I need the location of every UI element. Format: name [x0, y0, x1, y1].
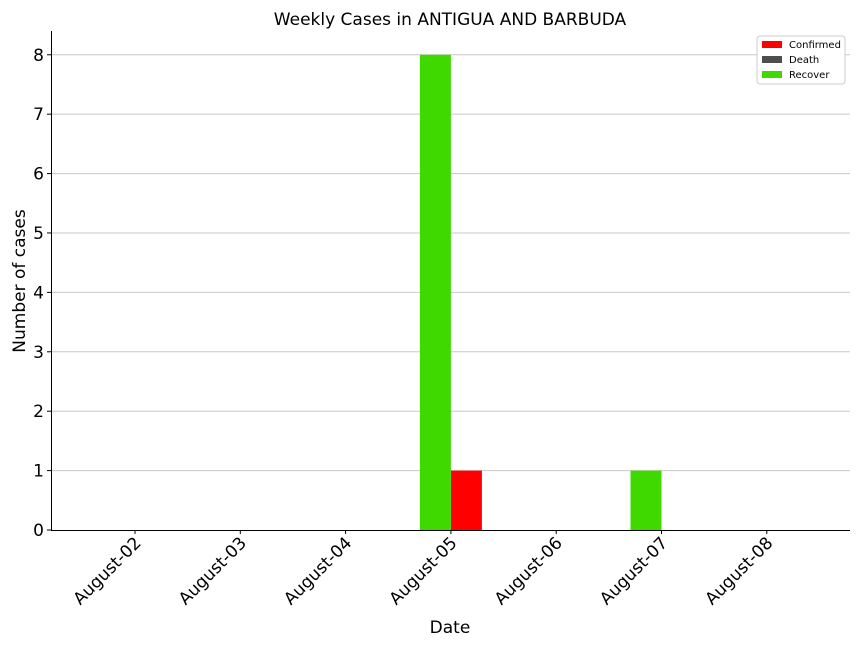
x-tick-label: August-04: [280, 533, 356, 609]
x-tick-label: August-07: [596, 533, 672, 609]
legend-swatch: [762, 41, 782, 48]
y-tick-label: 4: [33, 283, 44, 303]
bars: [419, 54, 662, 531]
y-tick-label: 1: [33, 462, 44, 482]
y-tick-label: 0: [33, 521, 44, 541]
x-tick-label: August-02: [70, 533, 146, 609]
legend-label: Recover: [789, 70, 830, 81]
legend-label: Confirmed: [789, 40, 841, 51]
legend-swatch: [762, 71, 782, 78]
x-tick-label: August-03: [175, 533, 251, 609]
legend: Confirmed Death Recover: [756, 35, 846, 85]
x-tick-label: August-08: [701, 533, 777, 609]
y-axis-label: Number of cases: [10, 209, 30, 353]
bar-recover: [419, 54, 451, 531]
y-tick-label: 5: [33, 224, 44, 244]
y-tick-label: 8: [33, 46, 44, 66]
x-tick-label: August-06: [491, 533, 567, 609]
bar-recover: [630, 470, 662, 530]
x-ticks: August-02 August-03 August-04 August-05 Augu…: [70, 530, 777, 609]
y-ticks: 0 1 2 3 4 5 6 7 8: [33, 46, 51, 541]
y-tick-label: 6: [33, 165, 44, 185]
bar-confirmed: [450, 470, 482, 530]
chart-title: Weekly Cases in ANTIGUA AND BARBUDA: [274, 10, 627, 30]
legend-label: Death: [789, 55, 819, 66]
y-tick-label: 7: [33, 105, 44, 125]
y-tick-label: 3: [33, 343, 44, 363]
x-axis-label: Date: [430, 618, 471, 638]
y-tick-label: 2: [33, 402, 44, 422]
legend-swatch: [762, 56, 782, 63]
x-tick-label: August-05: [386, 533, 462, 609]
